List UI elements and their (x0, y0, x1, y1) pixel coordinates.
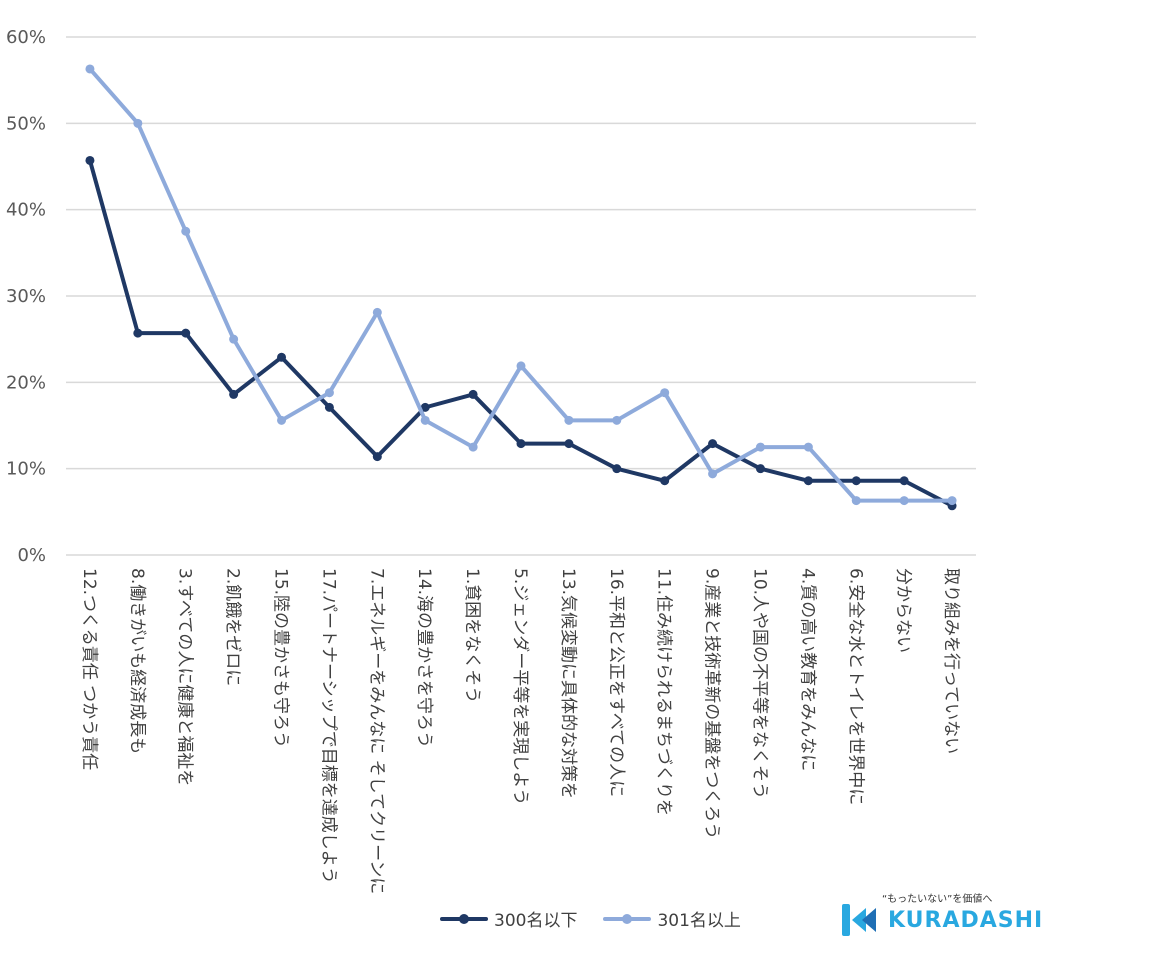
data-point (229, 334, 239, 344)
legend: 300名以下 301名以上 (440, 906, 741, 931)
data-point (133, 328, 143, 338)
x-tick-label: 13.気候変動に具体的な対策を (558, 568, 578, 799)
data-point (181, 226, 191, 236)
legend-item-301-or-more: 301名以上 (603, 906, 741, 931)
logo-tagline: “もったいない”を価値へ (882, 894, 993, 905)
legend-swatch-light (603, 913, 652, 924)
x-tick-label: 2.飢餓をゼロに (223, 568, 243, 686)
data-point (755, 442, 765, 452)
data-point (85, 155, 95, 165)
data-point (708, 469, 718, 479)
y-tick-label: 50% (6, 113, 46, 134)
legend-label: 300名以下 (494, 911, 578, 931)
x-tick-label: 5.ジェンダー平等を実現しよう (510, 568, 530, 805)
y-tick-label: 40% (6, 200, 46, 221)
data-point (755, 464, 765, 474)
data-point (803, 476, 813, 486)
legend-item-300-or-less: 300名以下 (440, 906, 577, 931)
legend-swatch-dark (440, 913, 488, 924)
x-tick-label: 16.平和と公正をすべての人に (606, 568, 626, 797)
y-tick-label: 10% (6, 459, 46, 480)
x-tick-label: 17.パートナーシップで目標を達成しよう (318, 568, 338, 884)
x-tick-label: 6.安全な水とトイレを世界中に (845, 568, 865, 805)
x-tick-label: 4.質の高い教育をみんなに (797, 568, 817, 771)
data-point (133, 118, 143, 128)
data-point (851, 496, 861, 506)
x-tick-label: 11.住み続けられるまちづくりを (654, 568, 674, 816)
data-point (612, 415, 622, 425)
data-point (899, 496, 909, 506)
y-axis: 0% 10% 20% 30% 40% 50% 60% (6, 27, 46, 566)
data-point (181, 328, 191, 338)
data-point (516, 439, 526, 449)
data-point (899, 476, 909, 486)
x-tick-label: 15.陸の豊かさも守ろう (271, 568, 291, 748)
data-point (612, 464, 622, 474)
x-tick-label: 8.働きがいも経済成長も (127, 568, 147, 754)
gridlines (66, 36, 976, 556)
x-tick-label: 10.人や国の不平等をなくそう (749, 568, 769, 799)
data-point (468, 442, 478, 452)
x-tick-label: 分からない (893, 568, 913, 653)
x-tick-label: 取り組みを行っていない (941, 568, 961, 754)
x-tick-label: 14.海の豊かさを守ろう (414, 568, 434, 748)
data-point (85, 64, 95, 74)
data-point (660, 476, 670, 486)
data-point (420, 402, 430, 412)
y-tick-label: 30% (6, 286, 46, 307)
series-line (87, 66, 955, 503)
x-tick-label: 7.エネルギーをみんなに そしてクリーンに (366, 568, 386, 894)
data-point (277, 415, 287, 425)
legend-label: 301名以上 (657, 911, 741, 931)
x-tick-label: 3.すべての人に健康と福祉を (175, 568, 195, 786)
data-point (947, 496, 957, 506)
data-point (708, 439, 718, 449)
x-tick-label: 1.貧困をなくそう (462, 568, 482, 703)
data-point (564, 415, 574, 425)
data-point (468, 389, 478, 399)
data-point (564, 439, 574, 449)
data-point (372, 307, 382, 317)
logo-wordmark: KURADASHI (888, 908, 1044, 933)
data-point (516, 361, 526, 371)
x-tick-label: 9.産業と技術革新の基盤をつくろう (702, 568, 722, 839)
series-line (87, 158, 955, 508)
y-tick-label: 0% (17, 545, 46, 566)
y-tick-label: 60% (6, 27, 46, 48)
y-tick-label: 20% (6, 372, 46, 393)
kuradashi-logo: “もったいない”を価値へ KURADASHI (842, 890, 1042, 940)
kuradashi-mark-icon (842, 904, 876, 936)
data-point (851, 476, 861, 486)
data-point (660, 388, 670, 398)
x-axis: 12.つくる責任 つかう責任 8.働きがいも経済成長も 3.すべての人に健康と福祉を… (79, 568, 961, 894)
data-point (277, 352, 287, 362)
data-point (229, 389, 239, 399)
series-2 (85, 64, 957, 506)
data-point (324, 388, 334, 398)
data-point (324, 402, 334, 412)
series-lines (85, 64, 957, 511)
data-point (372, 452, 382, 462)
x-tick-label: 12.つくる責任 つかう責任 (79, 568, 99, 770)
data-point (803, 442, 813, 452)
data-point (420, 415, 430, 425)
